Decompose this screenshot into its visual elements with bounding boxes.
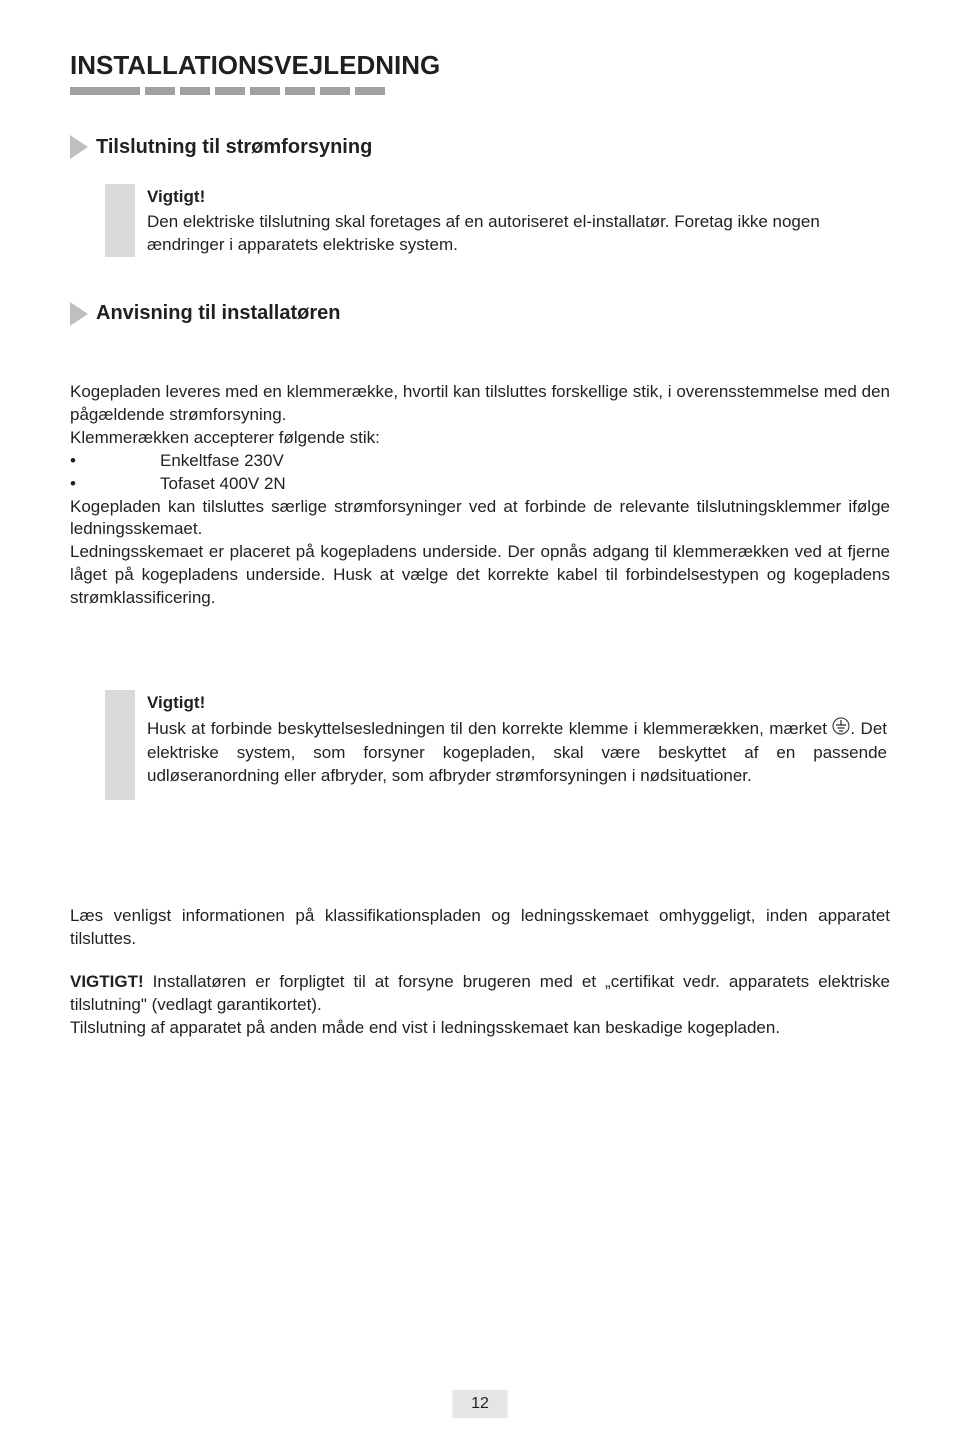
para-2-intro: Klemmerækken accepterer følgende stik: — [70, 427, 890, 450]
para-5: Læs venligst informationen på klassifika… — [70, 905, 890, 951]
triangle-icon — [70, 135, 88, 159]
notice-1-text: Den elektriske tilslutning skal foretage… — [147, 212, 820, 254]
notice-bar — [105, 690, 135, 800]
section-heading-1-text: Tilslutning til strømforsyning — [96, 136, 372, 159]
list-item: Tofaset 400V 2N — [70, 473, 890, 496]
section-heading-2-text: Anvisning til installatøren — [96, 302, 340, 325]
page-title: INSTALLATIONSVEJLEDNING — [70, 50, 890, 81]
notice-1: Vigtigt! Den elektriske tilslutning skal… — [105, 184, 890, 257]
para-6-bold: VIGTIGT! — [70, 972, 144, 991]
bullet-list: Enkeltfase 230V Tofaset 400V 2N — [70, 450, 890, 496]
notice-1-label: Vigtigt! — [147, 186, 890, 209]
para-1: Kogepladen leveres med en klemmerække, h… — [70, 381, 890, 427]
notice-2-content: Vigtigt! Husk at forbinde beskyttelsesle… — [147, 690, 887, 800]
notice-2-text-before: Husk at forbinde beskyttelsesledningen t… — [147, 719, 832, 738]
para-6: VIGTIGT! Installatøren er forpligtet til… — [70, 971, 890, 1017]
page-number: 12 — [453, 1390, 508, 1418]
para-3: Kogepladen kan tilsluttes særlige strømf… — [70, 496, 890, 542]
notice-1-content: Vigtigt! Den elektriske tilslutning skal… — [147, 184, 890, 257]
para-7: Tilslutning af apparatet på anden måde e… — [70, 1017, 890, 1040]
notice-2-label: Vigtigt! — [147, 692, 887, 715]
notice-bar — [105, 184, 135, 257]
section-heading-2: Anvisning til installatøren — [70, 302, 890, 326]
para-4: Ledningsskemaet er placeret på kogeplade… — [70, 541, 890, 610]
triangle-icon — [70, 302, 88, 326]
notice-2: Vigtigt! Husk at forbinde beskyttelsesle… — [105, 690, 890, 800]
list-item: Enkeltfase 230V — [70, 450, 890, 473]
para-6-text: Installatøren er forpligtet til at forsy… — [70, 972, 890, 1014]
title-underline — [70, 87, 390, 95]
section-heading-1: Tilslutning til strømforsyning — [70, 135, 890, 159]
ground-icon — [832, 717, 850, 742]
